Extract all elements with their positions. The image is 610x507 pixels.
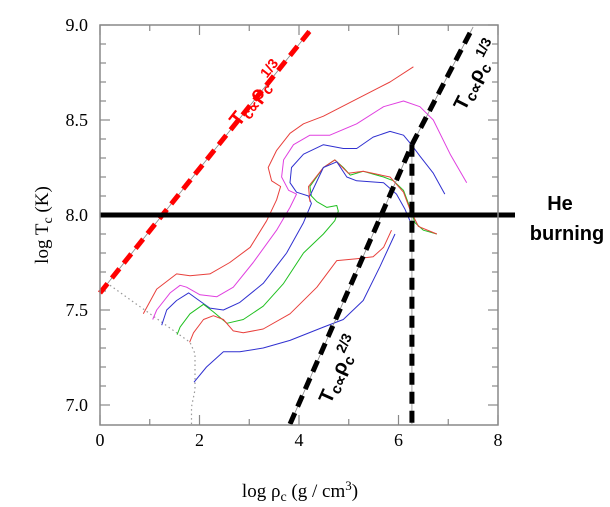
dotted-boundary-line [109, 284, 196, 424]
he-burning-label-line1: He [547, 193, 573, 215]
x-tick-label: 8 [494, 430, 503, 450]
series-line-blue-lower [193, 233, 396, 383]
red-one-third-scaling-line [98, 29, 312, 295]
black-two-thirds-scaling-line [287, 143, 415, 425]
x-axis-title: log ρc (g / cm3) [242, 478, 358, 505]
black-one-third-scaling-line [409, 25, 476, 146]
y-tick-label: 7.0 [66, 395, 89, 415]
x-tick-label: 6 [394, 430, 403, 450]
series-line-magenta [152, 100, 468, 320]
y-tick-label: 8.5 [66, 110, 89, 130]
he-burning-label-line2: burning [530, 223, 604, 245]
series-line-red-loop [308, 159, 437, 235]
x-tick-label: 4 [295, 430, 304, 450]
x-tick-label: 0 [96, 430, 105, 450]
black-lower-scaling-label: Tc∝ρc2/3 [311, 331, 367, 408]
series-line-red-upper [142, 66, 414, 315]
series-line-blue-loop [309, 161, 411, 221]
plot-frame [99, 24, 499, 426]
series-line-red-lower [189, 229, 392, 343]
red-one-third-scaling-line-thin [99, 30, 311, 294]
y-tick-label: 7.5 [66, 300, 89, 320]
y-tick-label: 9.0 [66, 15, 89, 35]
series-line-blue-upper [161, 130, 446, 326]
y-tick-label: 8.0 [66, 205, 89, 225]
y-axis-title: log Tc (K) [32, 186, 56, 264]
x-tick-label: 2 [195, 430, 204, 450]
